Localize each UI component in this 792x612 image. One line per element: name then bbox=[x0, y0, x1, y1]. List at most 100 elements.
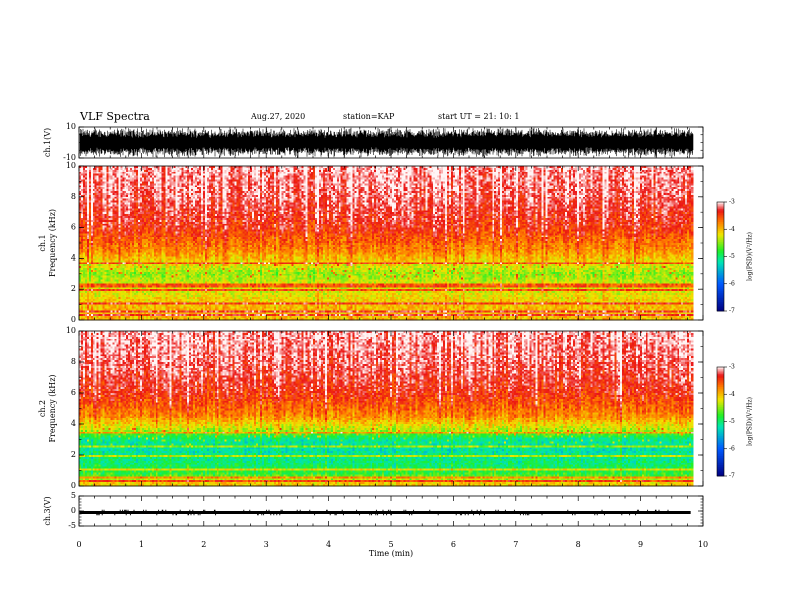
spectrogram-cell bbox=[639, 192, 643, 196]
spectrogram-cell bbox=[299, 194, 302, 198]
spectrogram-cell bbox=[415, 167, 418, 171]
spectrogram-cell bbox=[594, 185, 597, 188]
spectrogram-cell bbox=[655, 183, 658, 186]
spectrogram-cell bbox=[228, 187, 231, 190]
spectrogram-cell bbox=[643, 192, 647, 196]
spectrogram-cell bbox=[405, 185, 408, 188]
spectrogram-cell bbox=[509, 191, 513, 194]
spectrogram-cell bbox=[407, 175, 410, 178]
spectrogram-cell bbox=[382, 187, 385, 190]
spectrogram-cell bbox=[689, 185, 692, 188]
spectrogram-cell bbox=[374, 169, 377, 173]
spectrogram-cell bbox=[553, 191, 556, 194]
spectrogram-cell bbox=[539, 181, 542, 184]
spectrogram-cell bbox=[330, 179, 334, 182]
spectrogram-cell bbox=[303, 177, 306, 180]
spectrogram-cell bbox=[289, 173, 292, 176]
spectrogram-cell bbox=[435, 177, 438, 180]
spectrogram-cell bbox=[289, 191, 292, 194]
spectrogram-cell bbox=[386, 175, 389, 178]
spectrogram-cell bbox=[265, 181, 269, 184]
spectrogram-cell bbox=[98, 187, 101, 190]
spectrogram-cell bbox=[271, 177, 275, 180]
spectrogram-cell bbox=[570, 166, 574, 169]
spectrogram-cell bbox=[319, 187, 322, 190]
spectrogram-cell bbox=[462, 179, 466, 182]
spectrogram-cell bbox=[382, 167, 385, 171]
spectrogram-cell bbox=[535, 192, 538, 196]
spectrogram-cell bbox=[464, 181, 467, 184]
spectrogram-cell bbox=[439, 187, 442, 190]
spectrogram-cell bbox=[321, 169, 324, 173]
spectrogram-cell bbox=[645, 179, 649, 182]
spectrogram-cell bbox=[141, 194, 145, 198]
spectrogram-cell bbox=[541, 175, 544, 178]
spectrogram-cell bbox=[313, 173, 316, 176]
spectrogram-cell bbox=[301, 191, 304, 194]
spectrogram-cell bbox=[685, 173, 688, 176]
spectrogram-cell bbox=[551, 171, 554, 175]
spectrogram-cell bbox=[287, 171, 290, 175]
spectrogram-cell bbox=[681, 192, 684, 196]
spectrogram-cell bbox=[454, 189, 458, 192]
spectrogram-cell bbox=[498, 189, 501, 192]
spectrogram-cell bbox=[423, 187, 426, 190]
spectrogram-cell bbox=[299, 192, 302, 196]
spectrogram-cell bbox=[523, 177, 527, 180]
spectrogram-cell bbox=[665, 185, 668, 188]
spectrogram-cell bbox=[112, 166, 115, 169]
spectrogram-cell bbox=[126, 194, 129, 198]
spectrogram-cell bbox=[651, 173, 654, 176]
spectrogram-cell bbox=[478, 189, 481, 192]
spectrogram-cell bbox=[679, 183, 682, 186]
spectrogram-cell bbox=[433, 183, 436, 186]
spectrogram-cell bbox=[114, 177, 117, 180]
spectrogram-cell bbox=[88, 181, 92, 184]
spectrogram-cell bbox=[230, 192, 233, 196]
spectrogram-cell bbox=[415, 177, 418, 180]
spectrogram-cell bbox=[480, 166, 483, 169]
spectrogram-cell bbox=[126, 192, 129, 196]
spectrogram-cell bbox=[120, 189, 123, 192]
spectrogram-cell bbox=[403, 181, 406, 184]
spectrogram-cell bbox=[132, 169, 135, 173]
spectrogram-cell bbox=[165, 194, 168, 198]
spectrogram-cell bbox=[618, 187, 621, 190]
spectrogram-cell bbox=[387, 171, 391, 175]
spectrogram-cell bbox=[301, 171, 304, 175]
spectrogram-cell bbox=[354, 175, 357, 178]
spectrogram-cell bbox=[586, 183, 589, 186]
spectrogram-cell bbox=[90, 183, 94, 186]
spectrogram-cell bbox=[665, 181, 668, 184]
spectrogram-cell bbox=[515, 167, 519, 171]
spectrogram-cell bbox=[108, 181, 111, 184]
spectrogram-cell bbox=[466, 191, 469, 194]
spectrogram-cell bbox=[273, 181, 277, 184]
spectrogram-cell bbox=[582, 179, 586, 182]
spectrogram-cell bbox=[504, 181, 507, 184]
spectrogram-cell bbox=[498, 191, 501, 194]
spectrogram-cell bbox=[382, 169, 385, 173]
spectrogram-cell bbox=[358, 192, 361, 196]
spectrogram-cell bbox=[683, 169, 686, 173]
spectrogram-cell bbox=[183, 173, 186, 176]
spectrogram-cell bbox=[167, 194, 170, 198]
spectrogram-cell bbox=[557, 189, 560, 192]
spectrogram-cell bbox=[602, 185, 605, 188]
spectrogram-cell bbox=[277, 185, 281, 188]
spectrogram-cell bbox=[128, 179, 131, 182]
spectrogram-cell bbox=[519, 189, 523, 192]
spectrogram-cell bbox=[413, 166, 416, 169]
spectrogram-cell bbox=[179, 171, 182, 175]
spectrogram-cell bbox=[553, 177, 556, 180]
spectrogram-cell bbox=[653, 173, 656, 176]
spectrogram-cell bbox=[647, 192, 651, 196]
spectrogram-cell bbox=[604, 177, 607, 180]
spectrogram-cell bbox=[401, 191, 405, 194]
spectrogram-cell bbox=[362, 179, 365, 182]
spectrogram-cell bbox=[478, 194, 481, 198]
spectrogram-cell bbox=[187, 167, 190, 171]
spectrogram-cell bbox=[79, 169, 82, 173]
spectrogram-cell bbox=[586, 177, 589, 180]
spectrogram-cell bbox=[570, 177, 574, 180]
